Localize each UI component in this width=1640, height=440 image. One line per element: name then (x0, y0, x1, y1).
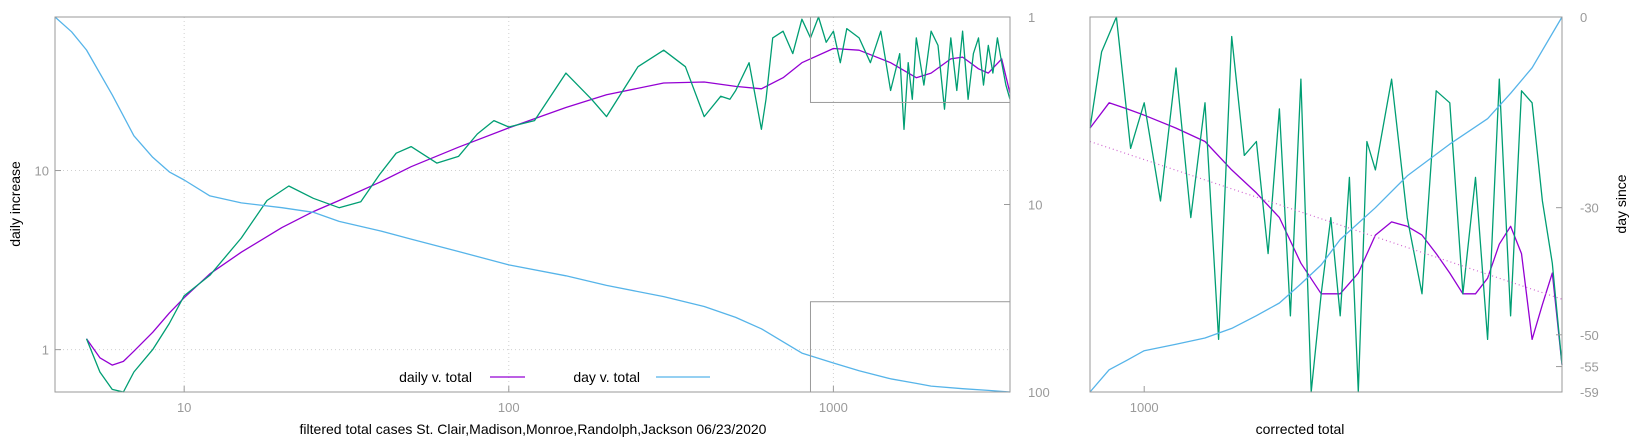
legend-label: day v. total (573, 369, 640, 385)
right-plot-area (1089, 16, 1563, 393)
right-x-tick-label: 1000 (1130, 400, 1159, 415)
right-y2-tick-label: -59 (1580, 385, 1599, 400)
legend: daily v. total day v. total (399, 369, 710, 385)
left-axes: 10 100 1000 1 10 1 10 100 (35, 10, 1050, 415)
right-x-axis-label: corrected total (1256, 421, 1345, 437)
day-v-total-line (54, 16, 1011, 393)
daily-v-total-line (85, 47, 1011, 366)
left-plot-frame (54, 16, 1011, 393)
y2-tick-label: 100 (1028, 385, 1050, 400)
right-raw-line (1089, 16, 1563, 393)
right-smooth-line (1089, 102, 1563, 365)
daily-raw-line (85, 16, 1011, 393)
y-axis-label: daily increase (7, 161, 23, 247)
right-plot-frame (1089, 16, 1563, 393)
right-y2-axis-label: day since (1613, 174, 1629, 233)
left-grid (55, 17, 1010, 392)
right-y2-tick-label: 0 (1580, 10, 1587, 25)
x-tick-label: 10 (177, 400, 191, 415)
legend-label: daily v. total (399, 369, 472, 385)
left-plot-area (54, 16, 1011, 393)
x-tick-label: 1000 (819, 400, 848, 415)
right-fit-line (1089, 140, 1563, 300)
right-y2-tick-label: -50 (1580, 328, 1599, 343)
right-y2-tick-label: -30 (1580, 201, 1599, 216)
y-tick-label: 1 (42, 343, 49, 358)
y2-tick-label: 1 (1028, 10, 1035, 25)
y2-tick-label: 10 (1028, 198, 1042, 213)
right-y2-tick-label: -55 (1580, 360, 1599, 375)
y-tick-label: 10 (35, 164, 49, 179)
right-day-since-line (1089, 16, 1563, 393)
zoom-box-lower (809, 301, 1011, 393)
x-tick-label: 100 (498, 400, 520, 415)
x-axis-label: filtered total cases St. Clair,Madison,M… (300, 421, 767, 437)
right-axes: 1000 0 -30 -50 -55 -59 (1089, 10, 1599, 415)
